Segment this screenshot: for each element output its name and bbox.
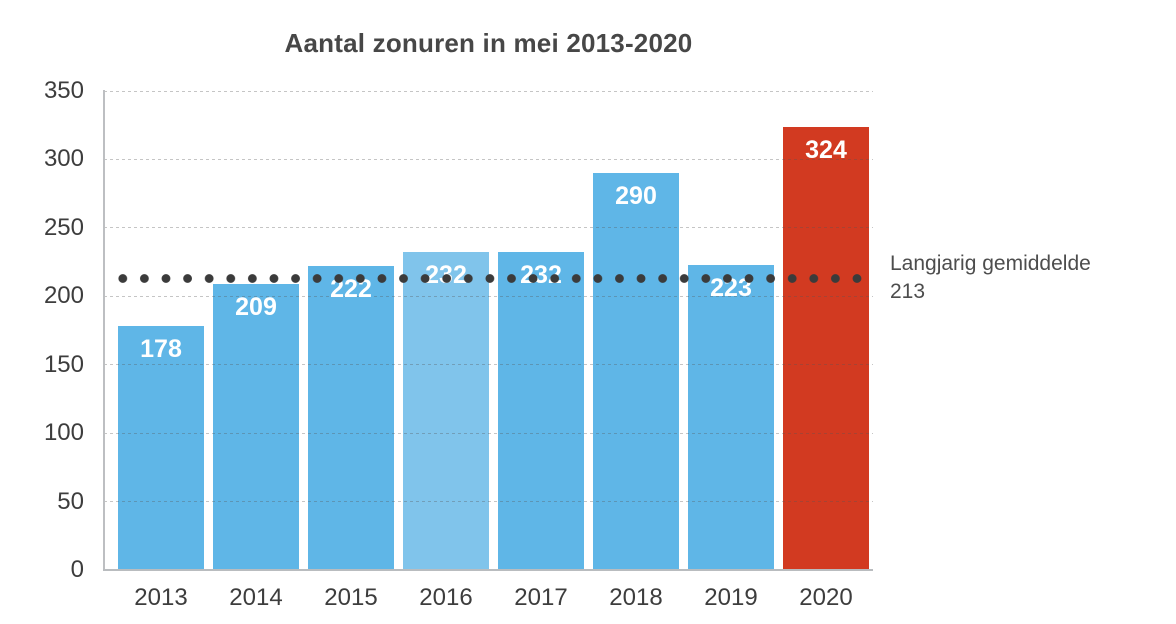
y-tick-label-50: 50 (57, 487, 84, 515)
gridline-50 (104, 501, 873, 503)
x-tick-label-2017: 2017 (514, 584, 568, 611)
gridline-150 (104, 364, 873, 366)
chart-title: Aantal zonuren in mei 2013-2020 (284, 28, 693, 58)
x-tick-label-2018: 2018 (609, 584, 663, 611)
bar-value-label-2013: 178 (140, 335, 182, 364)
average-line-label-value: 213 (890, 280, 926, 303)
bar-value-label-2018: 290 (615, 182, 657, 211)
x-tick-label-2019: 2019 (704, 584, 758, 611)
gridline-200 (104, 295, 873, 297)
y-tick-label-0: 0 (70, 556, 84, 583)
bar-2020 (783, 126, 869, 570)
bar-value-label-2020: 324 (805, 135, 847, 164)
gridline-300 (104, 158, 873, 160)
gridline-350 (104, 90, 873, 92)
bar-2015 (308, 266, 394, 570)
y-tick-label-350: 350 (43, 77, 84, 104)
y-axis-line (103, 90, 105, 571)
bar-2017 (498, 252, 584, 570)
y-tick-label-150: 150 (43, 350, 84, 378)
bar-2019 (688, 264, 774, 570)
bar-2018 (593, 173, 679, 570)
x-tick-label-2020: 2020 (799, 584, 853, 611)
average-line-label-text: Langjarig gemiddelde (890, 252, 1091, 275)
bar-2013 (118, 326, 204, 570)
bar-2016 (403, 252, 489, 570)
x-tick-label-2014: 2014 (229, 584, 283, 611)
x-axis-line (103, 569, 873, 571)
y-tick-label-200: 200 (43, 282, 84, 310)
bar-value-label-2014: 209 (235, 292, 277, 321)
y-tick-label-300: 300 (43, 145, 84, 173)
y-tick-label-100: 100 (43, 419, 84, 447)
gridline-250 (104, 227, 873, 229)
bar-2014 (213, 283, 299, 570)
average-line-label: Langjarig gemiddelde 213 (890, 250, 1091, 306)
gridline-100 (104, 432, 873, 434)
x-tick-label-2015: 2015 (324, 584, 378, 611)
y-tick-label-250: 250 (43, 213, 84, 241)
x-tick-label-2013: 2013 (134, 584, 188, 611)
average-dotted-line (112, 273, 868, 283)
x-tick-label-2016: 2016 (419, 584, 473, 611)
